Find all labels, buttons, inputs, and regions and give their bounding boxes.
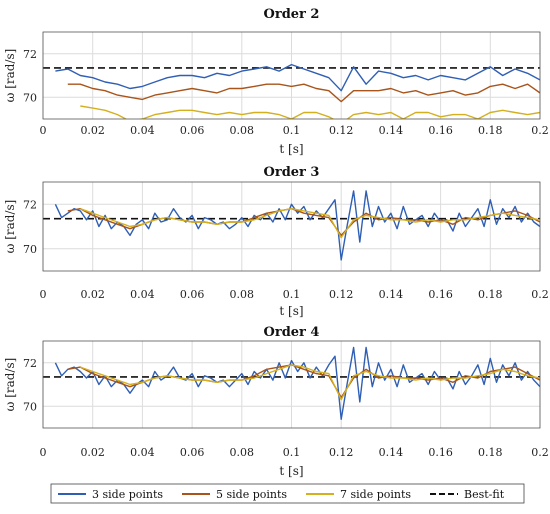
legend-label-1: 3 side points xyxy=(92,488,163,501)
series-line-3 xyxy=(80,207,540,239)
x-tick-label: 0.2 xyxy=(531,446,549,459)
chart-panel-2: 0 0.02 0.04 0.06 0.08 0.1 0.12 0.14 0.16 0.18 0.2 7… xyxy=(3,165,549,318)
x-tick-label: 0.1 xyxy=(283,288,301,301)
x-tick-label: 0.04 xyxy=(130,446,155,459)
y-tick-label: 72 xyxy=(23,48,37,61)
plot-area xyxy=(43,346,540,420)
x-tick-label: 0.2 xyxy=(531,288,549,301)
y-axis-label: ω [rad/s] xyxy=(3,358,17,412)
y-tick-label: 72 xyxy=(23,198,37,211)
chart-title: Order 4 xyxy=(264,325,320,340)
x-tick-label: 0.02 xyxy=(80,124,105,137)
series-line-3 xyxy=(80,105,540,119)
x-axis-label: t [s] xyxy=(279,464,303,478)
axes-frame xyxy=(42,31,541,120)
x-tick-label: 0.2 xyxy=(531,124,549,137)
axes-frame xyxy=(42,340,541,429)
x-tick-label: 0.06 xyxy=(180,288,205,301)
series-line-1 xyxy=(54,190,540,261)
x-tick-label: 0.02 xyxy=(80,446,105,459)
x-tick-label: 0.02 xyxy=(80,288,105,301)
plot-area xyxy=(43,63,540,119)
axes-frame xyxy=(42,181,541,272)
x-tick-label: 0 xyxy=(40,124,47,137)
x-tick-label: 0.14 xyxy=(379,124,404,137)
x-tick-label: 0.14 xyxy=(379,446,404,459)
y-tick-label: 70 xyxy=(23,400,37,413)
x-tick-label: 0.16 xyxy=(428,446,453,459)
legend-label-2: 5 side points xyxy=(216,488,287,501)
y-axis-label: ω [rad/s] xyxy=(3,200,17,254)
y-tick-label: 70 xyxy=(23,91,37,104)
x-tick-label: 0.12 xyxy=(329,446,354,459)
x-axis-label: t [s] xyxy=(279,142,303,156)
series-line-3 xyxy=(80,364,540,401)
chart-title: Order 3 xyxy=(264,165,320,180)
y-axis-label: ω [rad/s] xyxy=(3,49,17,103)
legend-label-4: Best-fit xyxy=(464,488,505,501)
x-tick-label: 0.18 xyxy=(478,124,503,137)
x-tick-label: 0.08 xyxy=(230,288,255,301)
x-tick-label: 0.06 xyxy=(180,446,205,459)
x-tick-label: 0.18 xyxy=(478,446,503,459)
x-tick-label: 0.16 xyxy=(428,288,453,301)
series-line-2 xyxy=(67,364,540,399)
series-line-1 xyxy=(55,63,540,92)
series-line-2 xyxy=(67,83,540,103)
x-tick-label: 0.04 xyxy=(130,124,155,137)
legend-label-3: 7 side points xyxy=(340,488,411,501)
chart-panel-3: 0 0.02 0.04 0.06 0.08 0.1 0.12 0.14 0.16 0.18 0.2 7… xyxy=(3,325,549,478)
chart-panel-1: 0 0.02 0.04 0.06 0.08 0.1 0.12 0.14 0.16 0.18 0.2 7… xyxy=(3,7,549,156)
x-tick-label: 0.08 xyxy=(230,124,255,137)
legend: 3 side points 5 side points 7 side points B… xyxy=(50,483,525,504)
plot-area xyxy=(43,190,540,261)
x-tick-label: 0.1 xyxy=(283,446,301,459)
x-tick-label: 0.06 xyxy=(180,124,205,137)
x-axis-label: t [s] xyxy=(279,304,303,318)
x-tick-label: 0.12 xyxy=(329,124,354,137)
x-tick-label: 0.04 xyxy=(130,288,155,301)
x-tick-label: 0.16 xyxy=(428,124,453,137)
x-tick-label: 0 xyxy=(40,446,47,459)
legend-box xyxy=(50,483,525,504)
chart-title: Order 2 xyxy=(264,7,320,22)
y-tick-label: 70 xyxy=(23,243,37,256)
y-tick-label: 72 xyxy=(23,357,37,370)
x-tick-label: 0.1 xyxy=(283,124,301,137)
x-tick-label: 0.18 xyxy=(478,288,503,301)
x-tick-label: 0.12 xyxy=(329,288,354,301)
x-tick-label: 0.08 xyxy=(230,446,255,459)
x-tick-label: 0.14 xyxy=(379,288,404,301)
x-tick-label: 0 xyxy=(40,288,47,301)
